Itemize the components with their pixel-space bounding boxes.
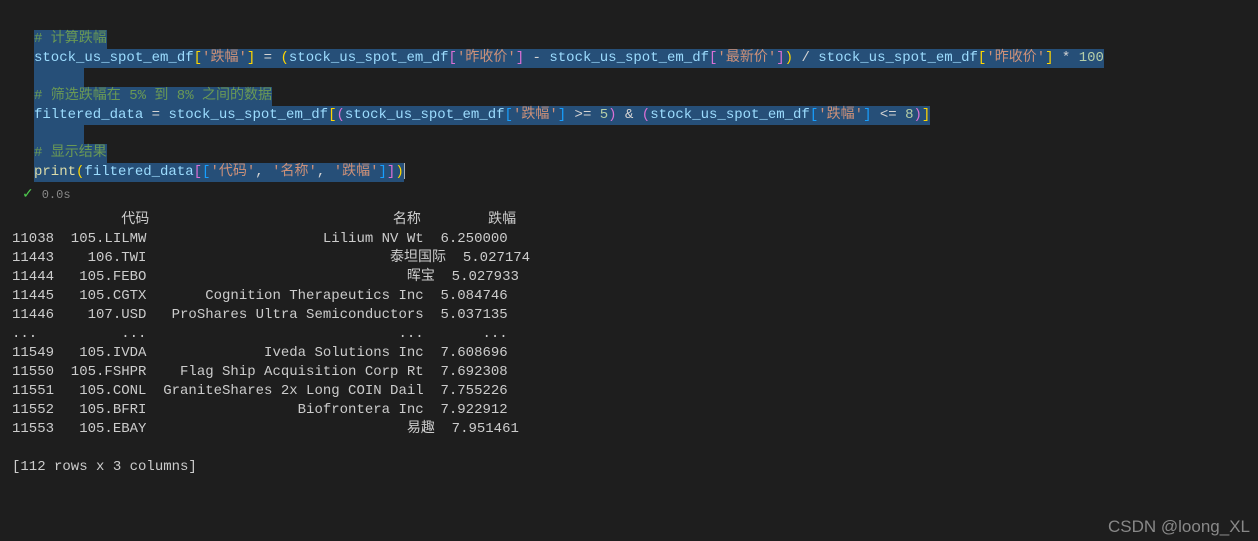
output-area: 代码 名称 跌幅11038 105.LILMW Lilium NV Wt 6.2… (12, 211, 1258, 477)
code-line-1: # 计算跌幅 (34, 30, 1258, 49)
comment-text: # 计算跌幅 (34, 31, 107, 47)
execution-time: 0.0s (42, 188, 71, 202)
output-row: 11038 105.LILMW Lilium NV Wt 6.250000 (12, 230, 1258, 249)
code-editor[interactable]: # 计算跌幅 stock_us_spot_em_df['跌幅'] = (stoc… (34, 30, 1258, 182)
output-row: 11552 105.BFRI Biofrontera Inc 7.922912 (12, 401, 1258, 420)
output-header: 代码 名称 跌幅 (12, 211, 1258, 230)
output-row: ... ... ... ... (12, 325, 1258, 344)
cursor (404, 163, 405, 179)
code-line-5: filtered_data = stock_us_spot_em_df[(sto… (34, 106, 1258, 125)
code-line-7: # 显示结果 (34, 144, 1258, 163)
code-line-6 (34, 125, 1258, 144)
output-row: 11550 105.FSHPR Flag Ship Acquisition Co… (12, 363, 1258, 382)
code-line-3 (34, 68, 1258, 87)
watermark: CSDN @loong_XL (1108, 517, 1250, 537)
code-cell: # 计算跌幅 stock_us_spot_em_df['跌幅'] = (stoc… (2, 30, 1258, 477)
output-footer: [112 rows x 3 columns] (12, 458, 1258, 477)
output-row: 11444 105.FEBO 晖宝 5.027933 (12, 268, 1258, 287)
code-line-2: stock_us_spot_em_df['跌幅'] = (stock_us_sp… (34, 49, 1258, 68)
code-line-8: print(filtered_data[['代码', '名称', '跌幅']]) (34, 163, 1258, 182)
execution-status: ✓ 0.0s (16, 184, 1258, 205)
code-line-4: # 筛选跌幅在 5% 到 8% 之间的数据 (34, 87, 1258, 106)
output-row: 11553 105.EBAY 易趣 7.951461 (12, 420, 1258, 439)
output-row: 11443 106.TWI 泰坦国际 5.027174 (12, 249, 1258, 268)
checkmark-icon: ✓ (22, 186, 34, 203)
output-row: 11551 105.CONL GraniteShares 2x Long COI… (12, 382, 1258, 401)
output-row: 11446 107.USD ProShares Ultra Semiconduc… (12, 306, 1258, 325)
output-row: 11445 105.CGTX Cognition Therapeutics In… (12, 287, 1258, 306)
output-rows: 11038 105.LILMW Lilium NV Wt 6.250000114… (12, 230, 1258, 439)
output-row: 11549 105.IVDA Iveda Solutions Inc 7.608… (12, 344, 1258, 363)
